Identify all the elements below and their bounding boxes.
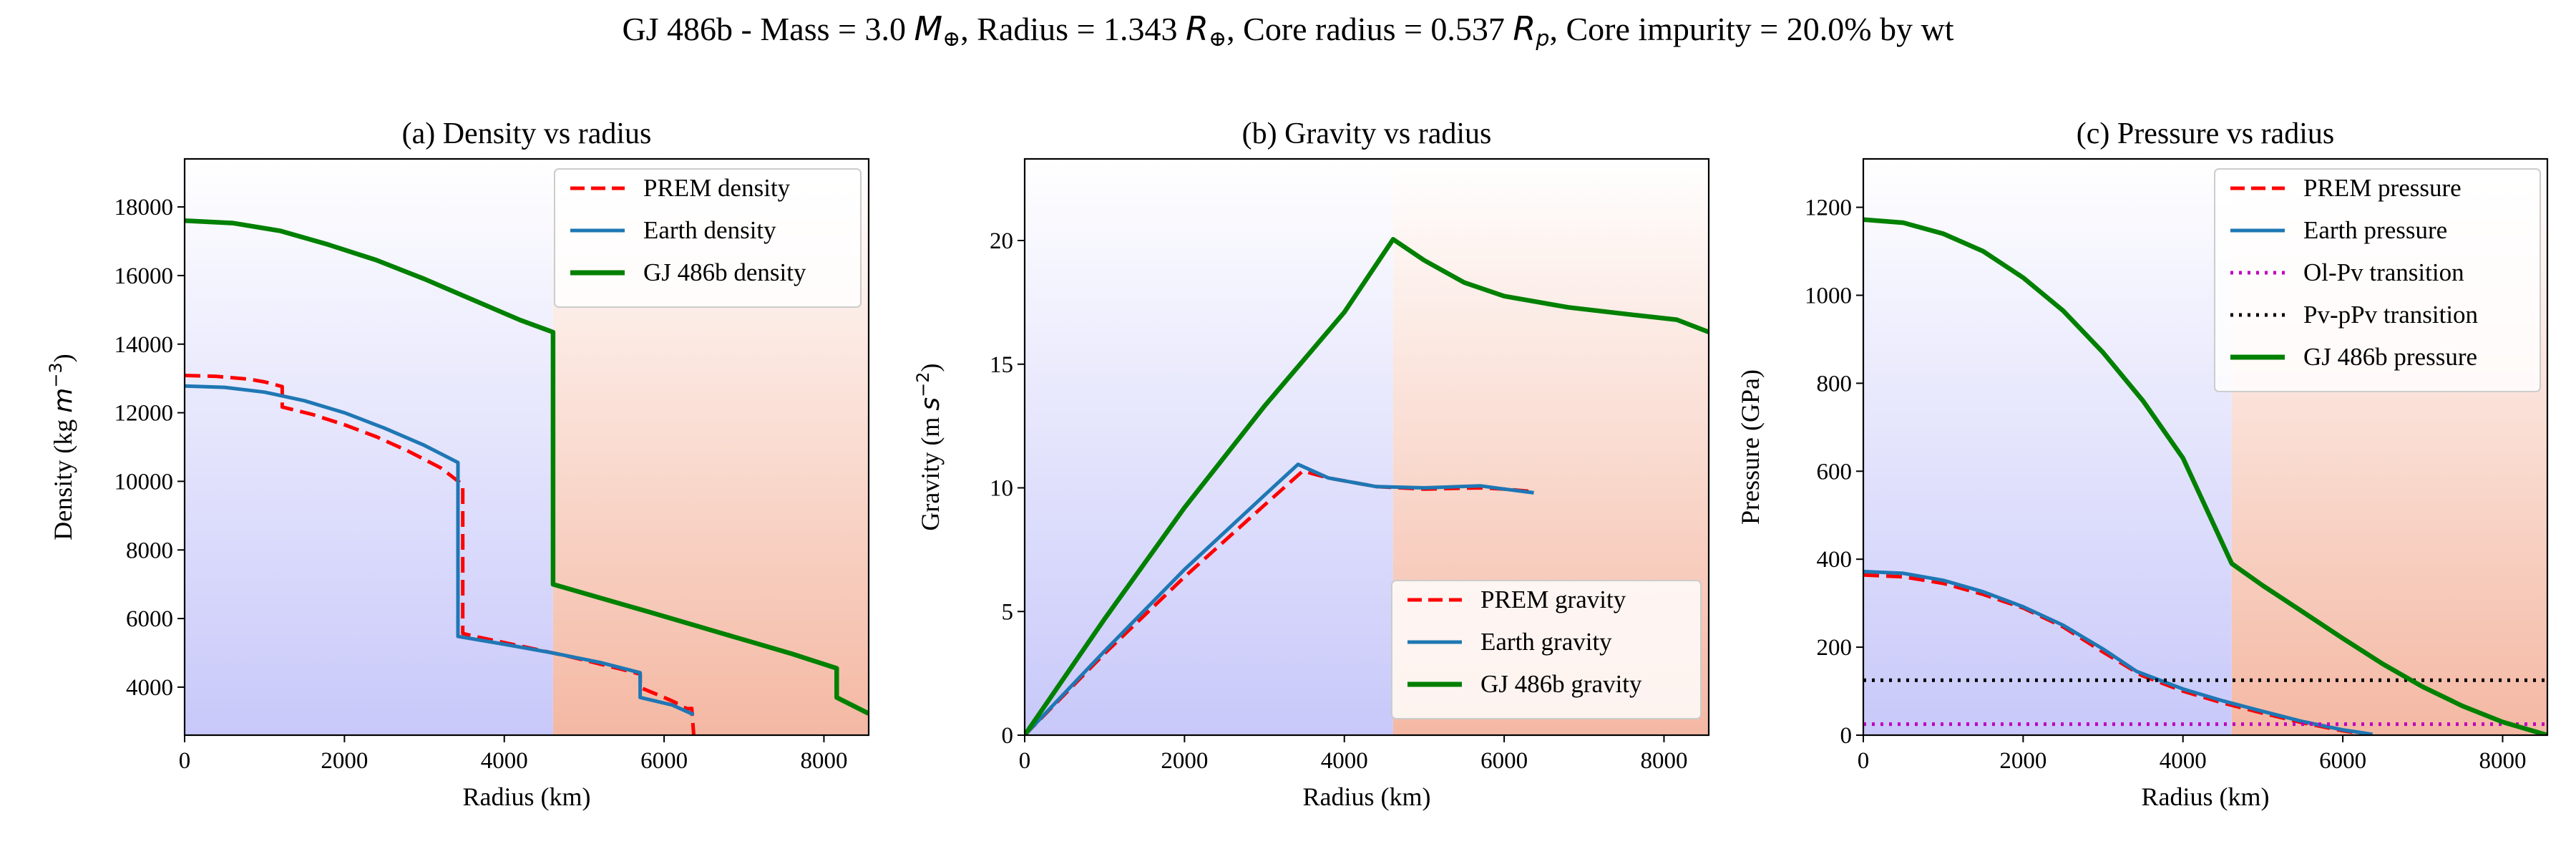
title-planet-mass: GJ 486b - Mass = 3.0 xyxy=(622,11,914,47)
series-line-gj-486b-density xyxy=(185,218,869,716)
series-line-earth-density xyxy=(185,384,695,717)
y-axis-label: Gravity (m s−2) xyxy=(913,363,945,530)
y-tick-label: 4000 xyxy=(126,675,173,701)
legend-label-prem-gravity: PREM gravity xyxy=(1480,586,1626,613)
series-line-gj-486b-gravity xyxy=(1025,237,1709,735)
legend-label-earth-density: Earth density xyxy=(643,216,776,244)
legend-label-gj-486b-density: GJ 486b density xyxy=(643,258,806,286)
y-tick-label: 14000 xyxy=(114,332,174,358)
axes-frame xyxy=(1862,157,2549,737)
series-line-prem-gravity xyxy=(1025,469,1534,735)
gravity-panel: 0 2000 4000 6000 8000 0 5 10 15 20 (b) Gravity vs … xyxy=(913,117,1710,811)
y-label-suffix: ) xyxy=(916,363,945,372)
series-line-gj-486b-pressure xyxy=(1863,217,2547,735)
legend-label-earth-pressure: Earth pressure xyxy=(2303,216,2447,244)
y-tick-label: 600 xyxy=(1817,459,1853,485)
y-tick-label: 8000 xyxy=(126,538,173,563)
y-tick-label: 400 xyxy=(1817,547,1853,573)
pressure-panel: 0 2000 4000 6000 8000 0 200 400 600 800 1000 1200 (c… xyxy=(1736,117,2549,811)
panel-title: (a) Density vs radius xyxy=(402,117,652,150)
x-tick-label: 4000 xyxy=(1321,748,1368,774)
y-label-unit: s xyxy=(916,397,945,411)
title-earth-subscript: ⊕ xyxy=(942,27,960,51)
x-tick-label: 6000 xyxy=(2319,748,2366,774)
y-label-prefix: Density (kg xyxy=(49,413,77,540)
x-tick-label: 6000 xyxy=(1480,748,1528,774)
x-tick-label: 2000 xyxy=(1161,748,1208,774)
x-tick-label: 8000 xyxy=(1640,748,1687,774)
y-tick-label: 16000 xyxy=(114,263,174,289)
x-tick-label: 8000 xyxy=(800,748,847,774)
y-tick-label: 0 xyxy=(1840,723,1853,749)
x-tick-label: 4000 xyxy=(2160,748,2207,774)
y-tick-label: 800 xyxy=(1817,371,1853,397)
core-region-shading xyxy=(1025,159,1393,735)
title-earth-subscript-2: ⊕ xyxy=(1209,27,1226,51)
y-tick-label: 0 xyxy=(1002,723,1014,749)
y-axis-label: Pressure (GPa) xyxy=(1736,369,1765,525)
legend-box xyxy=(554,168,862,308)
y-tick-label: 18000 xyxy=(114,195,174,220)
series-line-prem-density xyxy=(185,374,696,735)
x-tick-label: 0 xyxy=(1858,748,1870,774)
y-tick-label: 5 xyxy=(1002,599,1014,625)
x-tick-label: 0 xyxy=(1019,748,1031,774)
density-panel: 0 2000 4000 6000 8000 4000 6000 8000 10000 12000 1… xyxy=(46,117,870,811)
legend-label-prem-pressure: PREM pressure xyxy=(2303,174,2462,202)
y-tick-label: 20 xyxy=(990,228,1013,254)
title-core-radius: , Core radius = 0.537 xyxy=(1226,11,1513,47)
legend-label-prem-density: PREM density xyxy=(643,174,791,202)
y-tick-label: 200 xyxy=(1817,635,1853,661)
title-r-symbol-2: R xyxy=(1513,9,1536,48)
x-tick-label: 6000 xyxy=(640,748,688,774)
legend-label-pv-ppv-transition: Pv-pPv transition xyxy=(2303,301,2478,329)
title-radius: , Radius = 1.343 xyxy=(960,11,1186,47)
x-tick-label: 2000 xyxy=(321,748,368,774)
y-label-suffix: ) xyxy=(49,354,77,362)
y-tick-label: 1200 xyxy=(1805,195,1852,221)
panel-title: (c) Pressure vs radius xyxy=(2077,117,2334,150)
x-axis-label: Radius (km) xyxy=(1303,782,1431,811)
axes-frame xyxy=(183,157,870,737)
y-tick-label: 15 xyxy=(990,352,1013,378)
x-tick-label: 0 xyxy=(179,748,191,774)
y-label-exponent: −3 xyxy=(46,362,66,387)
series-line-earth-gravity xyxy=(1025,462,1534,735)
y-tick-label: 12000 xyxy=(114,401,174,427)
legend-label-ol-pv-transition: Ol-Pv transition xyxy=(2303,258,2464,286)
y-label-exponent: −2 xyxy=(913,372,933,397)
series-line-earth-pressure xyxy=(1863,569,2373,735)
legend-label-earth-gravity: Earth gravity xyxy=(1480,628,1612,656)
axes-frame xyxy=(1023,157,1710,737)
title-m-symbol: M xyxy=(914,9,942,48)
legend-label-gj-486b-pressure: GJ 486b pressure xyxy=(2303,343,2477,371)
title-p-subscript: p xyxy=(1535,26,1549,52)
y-tick-label: 10 xyxy=(990,476,1013,502)
y-tick-label: 10000 xyxy=(114,469,174,495)
x-axis-label: Radius (km) xyxy=(2142,782,2270,811)
x-tick-label: 2000 xyxy=(1999,748,2046,774)
title-impurity: , Core impurity = 20.0% by wt xyxy=(1549,11,1953,47)
legend-box xyxy=(2214,168,2541,392)
core-region-shading xyxy=(1863,159,2232,735)
y-axis-label: Density (kg m−3) xyxy=(46,354,78,540)
series-group xyxy=(1863,217,2547,735)
legend-box xyxy=(1391,580,1702,719)
legend-label-gj-486b-gravity: GJ 486b gravity xyxy=(1480,670,1642,698)
title-r-symbol: R xyxy=(1186,9,1209,48)
x-axis-label: Radius (km) xyxy=(463,782,591,811)
x-tick-label: 8000 xyxy=(2479,748,2526,774)
series-group xyxy=(1025,237,1709,735)
core-region-shading xyxy=(185,159,553,735)
series-group xyxy=(185,218,869,735)
y-tick-label: 6000 xyxy=(126,606,173,632)
x-tick-label: 4000 xyxy=(481,748,528,774)
y-label-unit: m xyxy=(49,388,78,413)
y-tick-label: 1000 xyxy=(1805,283,1852,309)
panel-title: (b) Gravity vs radius xyxy=(1242,117,1492,150)
figure-title: GJ 486b - Mass = 3.0 M⊕, Radius = 1.343 … xyxy=(622,9,1953,52)
y-label-prefix: Gravity (m xyxy=(916,411,945,531)
